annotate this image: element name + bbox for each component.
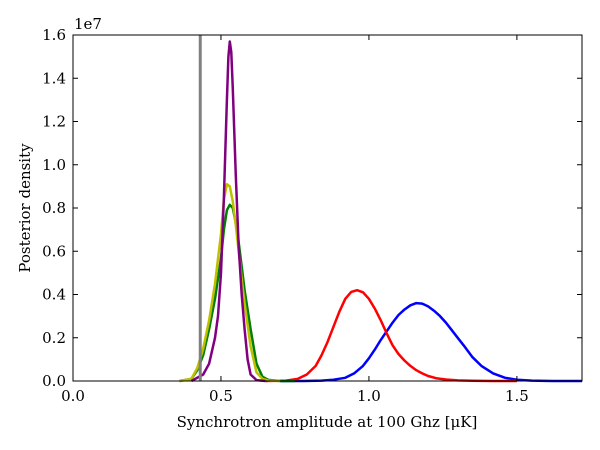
- x-axis-label: Synchrotron amplitude at 100 Ghz [μK]: [177, 413, 478, 431]
- y-axis-label: Posterior density: [16, 143, 34, 273]
- series-line-1: [280, 301, 582, 383]
- y-tick-label: 0.2: [42, 329, 66, 347]
- x-tick-label: 1.0: [357, 387, 381, 405]
- y-axis-ticks: 0.0 0.2 0.4 0.6 0.8 1.0 1.2 1.4 1.6: [42, 26, 582, 390]
- y-tick-label: 0.8: [42, 199, 66, 217]
- series-line-5: [190, 40, 266, 383]
- y-tick-label: 1.0: [42, 156, 66, 174]
- y-tick-label: 1.6: [42, 26, 66, 44]
- y-scale-label: 1e7: [74, 15, 102, 33]
- y-tick-label: 1.2: [42, 113, 66, 131]
- series-layer: [179, 40, 582, 383]
- plot-frame: [72, 34, 583, 382]
- y-tick-label: 0.4: [42, 286, 66, 304]
- x-axis-ticks: 0.0 0.5 1.0 1.5: [61, 35, 529, 405]
- series-line-2: [265, 288, 517, 383]
- y-tick-label: 0.6: [42, 242, 66, 260]
- x-tick-label: 0.0: [61, 387, 85, 405]
- y-tick-label: 0.0: [42, 372, 66, 390]
- x-tick-label: 1.5: [505, 387, 529, 405]
- x-tick-label: 0.5: [209, 387, 233, 405]
- series-line-4: [179, 182, 281, 383]
- y-tick-label: 1.4: [42, 69, 66, 87]
